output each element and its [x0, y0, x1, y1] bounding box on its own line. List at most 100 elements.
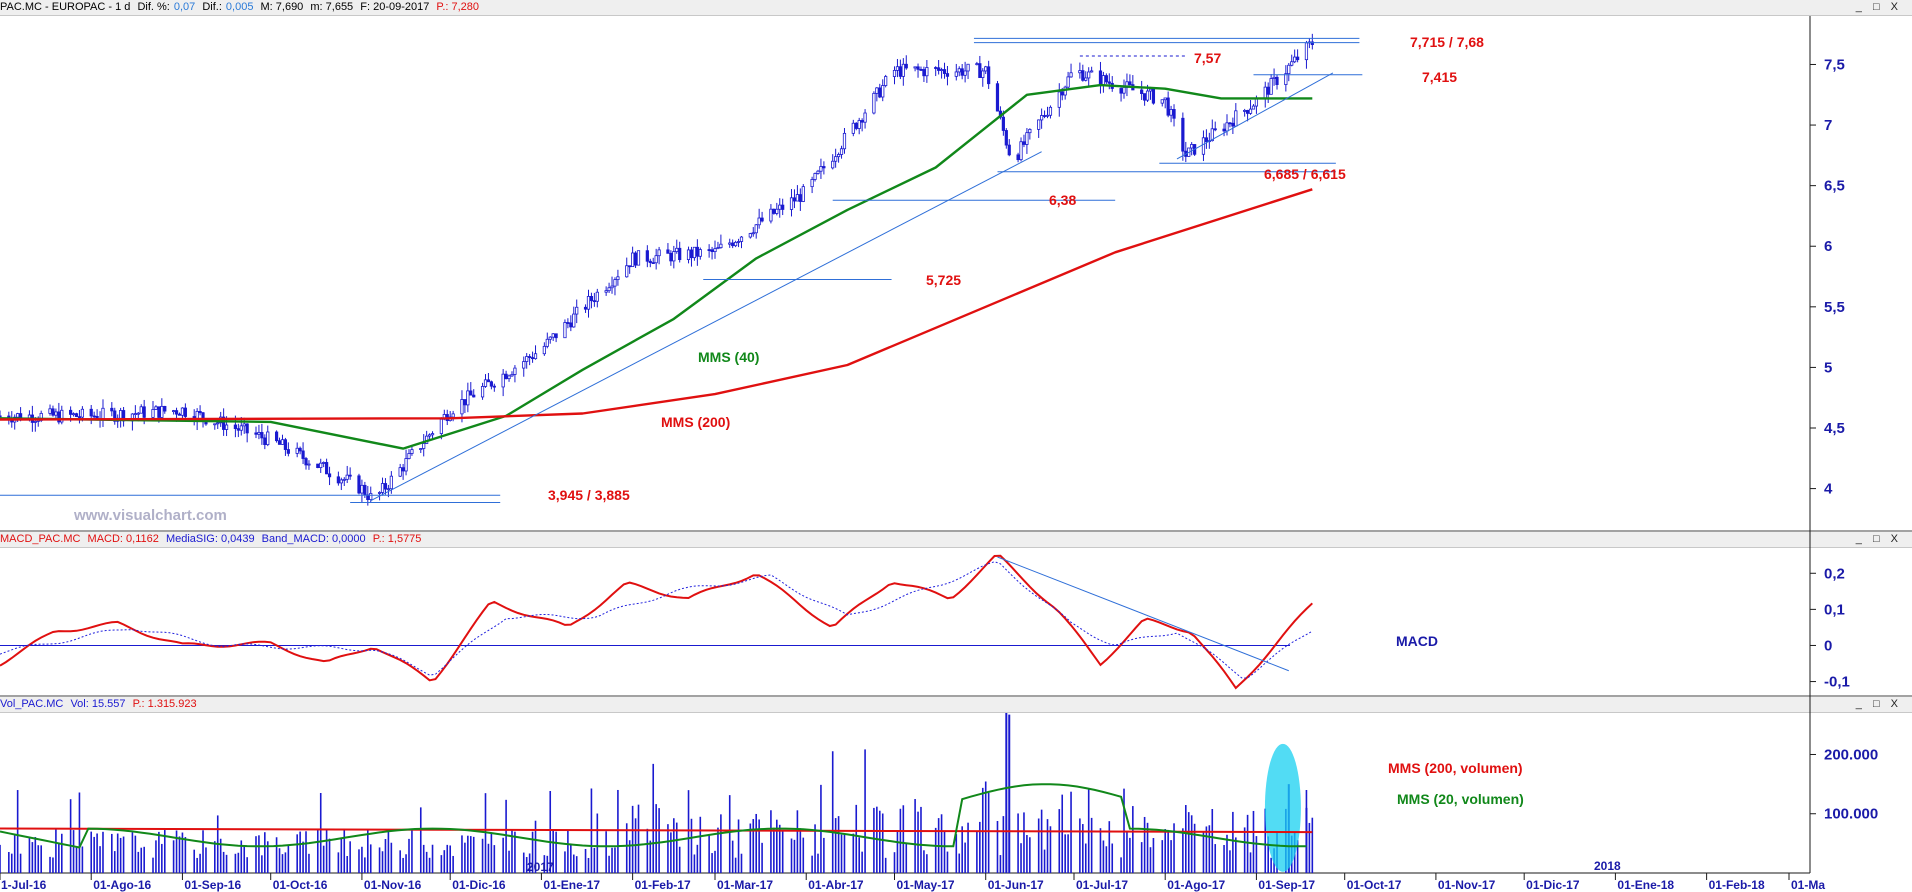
- candle-body: [651, 262, 655, 264]
- price-candle: [1266, 82, 1270, 104]
- price-y-tick: 5: [1824, 359, 1832, 376]
- year-marker-2018: 2018: [1594, 859, 1621, 873]
- candle-body: [586, 296, 591, 310]
- candle-body: [1243, 110, 1247, 112]
- candle-body: [345, 474, 349, 480]
- price-candle: [513, 365, 517, 383]
- candle-body: [875, 87, 879, 94]
- candle-body: [1213, 128, 1217, 131]
- candle-body: [778, 204, 782, 210]
- candle-body: [1090, 70, 1094, 73]
- candle-body: [769, 208, 773, 222]
- price-candle: [489, 380, 493, 390]
- price-candle: [1169, 105, 1173, 123]
- macd-signal-value: MediaSIG: 0,0439: [165, 533, 255, 545]
- price-candle: [710, 246, 714, 260]
- price-candle: [130, 413, 135, 431]
- price-candle: [569, 315, 573, 332]
- candle-body: [57, 411, 61, 423]
- candle-body: [669, 252, 673, 262]
- price-candle: [586, 289, 591, 318]
- price-candle: [92, 411, 96, 419]
- volume-window-buttons[interactable]: _ □ X: [1855, 698, 1902, 710]
- candle-body: [239, 425, 243, 431]
- price-candle: [1110, 76, 1114, 92]
- price-window-buttons[interactable]: _ □ X: [1855, 1, 1902, 13]
- watermark: www.visualchart.com: [73, 507, 227, 524]
- x-tick-label: 01-Feb-17: [635, 878, 691, 892]
- candle-body: [377, 492, 382, 494]
- candle-body: [575, 306, 579, 315]
- candle-body: [407, 453, 411, 459]
- price-candle: [854, 122, 858, 131]
- macd-window-buttons[interactable]: _ □ X: [1855, 533, 1902, 545]
- price-candle: [583, 304, 588, 313]
- price-candle: [792, 189, 797, 209]
- x-tick-label: 01-Ago-17: [1167, 878, 1225, 892]
- x-tick-label: 01-Oct-17: [1347, 878, 1402, 892]
- price-candle: [748, 232, 752, 239]
- mms200-line: [0, 188, 1313, 421]
- candle-body: [801, 186, 805, 202]
- price-candle: [813, 172, 817, 182]
- candle-body: [398, 467, 402, 477]
- price-candle: [463, 399, 467, 414]
- candle-body: [525, 356, 529, 362]
- candle-body: [439, 418, 443, 434]
- price-candle: [542, 342, 546, 356]
- price-candle: [651, 257, 655, 264]
- price-candle: [1128, 74, 1132, 87]
- price-candle: [819, 158, 823, 179]
- x-tick-label: 01-Mar-17: [717, 878, 773, 892]
- price-candle: [501, 369, 505, 397]
- candle-body: [1001, 116, 1005, 131]
- candle-body: [386, 488, 391, 491]
- candle-body: [1248, 108, 1253, 114]
- volume-highlight: [1264, 743, 1301, 872]
- price-candle: [1122, 79, 1126, 99]
- candle-body: [1201, 137, 1206, 155]
- candle-body: [731, 242, 735, 247]
- price-candle: [669, 250, 673, 266]
- candle-body: [789, 197, 794, 210]
- price-candle: [480, 382, 485, 400]
- price-candle: [760, 211, 764, 223]
- price-candle: [172, 409, 176, 415]
- x-tick-label: 01-Jun-17: [988, 878, 1044, 892]
- price-candle: [657, 246, 661, 265]
- candle-body: [607, 287, 611, 292]
- volume-plot: [0, 713, 1314, 873]
- dif-pct-value: 0,07: [173, 1, 196, 13]
- price-candle: [1104, 73, 1108, 85]
- candle-body: [648, 260, 652, 263]
- candle-body: [422, 443, 426, 449]
- price-y-tick: 6: [1824, 238, 1832, 255]
- candle-body: [710, 249, 714, 253]
- candle-body: [383, 483, 388, 490]
- price-candle: [1090, 66, 1094, 73]
- candle-body: [348, 474, 352, 477]
- macd-line: [0, 554, 1313, 690]
- candle-body: [1228, 122, 1232, 125]
- price-candle: [1245, 109, 1250, 122]
- price-candle: [1084, 71, 1088, 82]
- candle-body: [957, 68, 961, 73]
- price-candle: [686, 246, 691, 264]
- price-candle: [945, 65, 950, 86]
- candle-body: [463, 399, 467, 406]
- candle-body: [472, 394, 476, 398]
- price-candle: [631, 246, 635, 268]
- price-candle: [60, 405, 64, 425]
- price-candle: [1234, 103, 1238, 127]
- candle-body: [530, 357, 535, 360]
- price-candle: [410, 446, 414, 456]
- candle-body: [401, 467, 405, 472]
- x-tick-label: 01-Ma: [1791, 878, 1825, 892]
- price-candle: [336, 471, 340, 486]
- candle-body: [1078, 70, 1082, 74]
- candle-body: [689, 249, 694, 259]
- price-y-tick: 5,5: [1824, 299, 1845, 316]
- trendline-triangle: [1176, 72, 1334, 160]
- price-candle: [1125, 73, 1129, 97]
